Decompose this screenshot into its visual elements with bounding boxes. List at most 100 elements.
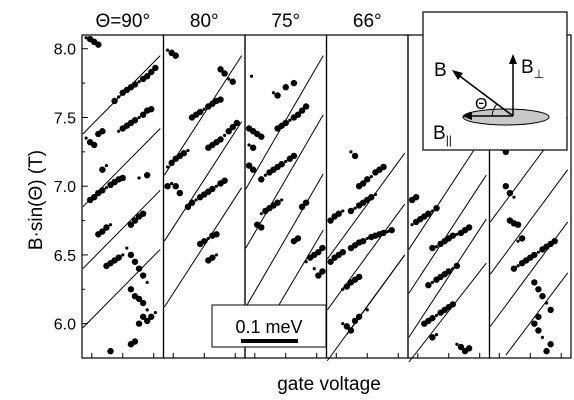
guide-line xyxy=(245,173,324,308)
data-point xyxy=(343,323,351,330)
y-tick-label: 7.0 xyxy=(54,179,76,196)
data-point xyxy=(152,64,159,72)
data-point xyxy=(139,272,147,279)
guide-line xyxy=(163,121,243,242)
b-par-arrowhead xyxy=(462,112,472,120)
data-point xyxy=(117,129,121,133)
data-point xyxy=(209,185,216,193)
panel-2: 75° xyxy=(244,11,328,359)
data-point xyxy=(214,184,219,188)
data-point xyxy=(221,177,228,184)
data-point xyxy=(434,245,439,249)
data-point xyxy=(119,174,126,182)
data-point xyxy=(455,342,459,346)
guide-line xyxy=(489,169,569,275)
data-point xyxy=(217,66,224,73)
data-point xyxy=(298,107,306,114)
data-point xyxy=(531,320,538,327)
field-geometry-inset: B B⊥ Θ B|| xyxy=(422,11,568,151)
data-point xyxy=(148,106,155,113)
data-point xyxy=(99,228,106,235)
data-point xyxy=(206,236,210,241)
data-point xyxy=(180,150,188,157)
data-point xyxy=(514,221,522,228)
data-point xyxy=(512,195,516,199)
data-point xyxy=(91,141,98,149)
data-point xyxy=(516,239,520,243)
data-point xyxy=(148,68,155,76)
data-point xyxy=(127,251,135,259)
data-point xyxy=(164,182,171,190)
data-point xyxy=(315,272,322,279)
data-point xyxy=(282,119,289,127)
data-point xyxy=(168,159,175,167)
guide-line xyxy=(408,174,487,294)
inset-label-b-perp-sub: ⊥ xyxy=(534,67,544,81)
data-point xyxy=(355,273,363,281)
data-point xyxy=(249,144,257,151)
data-point xyxy=(259,212,263,216)
data-point xyxy=(176,189,183,197)
data-point xyxy=(144,317,151,325)
data-point xyxy=(249,74,254,78)
data-point xyxy=(445,268,452,275)
data-point xyxy=(539,292,546,300)
data-point xyxy=(429,244,436,252)
data-point xyxy=(540,335,545,339)
data-point xyxy=(298,203,306,211)
data-point xyxy=(353,206,357,210)
data-point xyxy=(535,313,542,320)
data-point xyxy=(434,333,439,337)
data-point xyxy=(430,209,435,213)
data-point xyxy=(184,203,192,211)
guide-line xyxy=(82,189,161,270)
data-point xyxy=(165,165,170,169)
data-point xyxy=(229,123,236,131)
guide-line xyxy=(326,203,406,311)
inset-label-b: B xyxy=(434,60,447,81)
data-point xyxy=(343,283,351,290)
data-point xyxy=(429,314,436,322)
data-point xyxy=(290,152,298,160)
data-point xyxy=(516,264,520,268)
data-point xyxy=(115,254,122,261)
theta-arc xyxy=(491,103,498,117)
data-point xyxy=(131,117,139,124)
panel-3: 66° xyxy=(325,11,409,362)
data-point xyxy=(131,258,139,265)
data-point xyxy=(104,185,109,190)
data-point xyxy=(201,237,208,245)
data-point xyxy=(359,180,367,187)
inset-label-b-perp: B⊥ xyxy=(521,57,544,81)
data-point xyxy=(196,108,204,116)
data-point xyxy=(304,260,308,264)
data-point xyxy=(430,280,435,285)
data-point xyxy=(544,301,549,305)
panel-title: 75° xyxy=(271,11,300,32)
data-point xyxy=(137,176,141,180)
y-tick-label: 7.5 xyxy=(54,110,76,127)
data-point xyxy=(425,210,432,217)
data-point xyxy=(209,254,216,261)
data-point xyxy=(202,107,206,111)
data-point xyxy=(131,81,139,88)
data-point xyxy=(125,246,129,250)
data-point xyxy=(84,36,88,40)
data-point xyxy=(433,204,440,212)
x-axis-label: gate voltage xyxy=(277,374,381,395)
data-point xyxy=(108,223,113,227)
panel-title: 80° xyxy=(190,11,219,32)
data-point xyxy=(148,313,155,320)
inset-label-b-perp-main: B xyxy=(521,57,534,78)
data-point xyxy=(429,334,436,341)
data-point xyxy=(247,143,251,147)
data-point xyxy=(135,320,143,327)
data-point xyxy=(233,119,241,127)
data-point xyxy=(99,187,106,194)
data-point xyxy=(84,136,88,140)
data-point xyxy=(536,250,541,254)
data-point xyxy=(388,226,395,234)
data-point xyxy=(551,237,558,245)
data-point xyxy=(453,262,461,270)
